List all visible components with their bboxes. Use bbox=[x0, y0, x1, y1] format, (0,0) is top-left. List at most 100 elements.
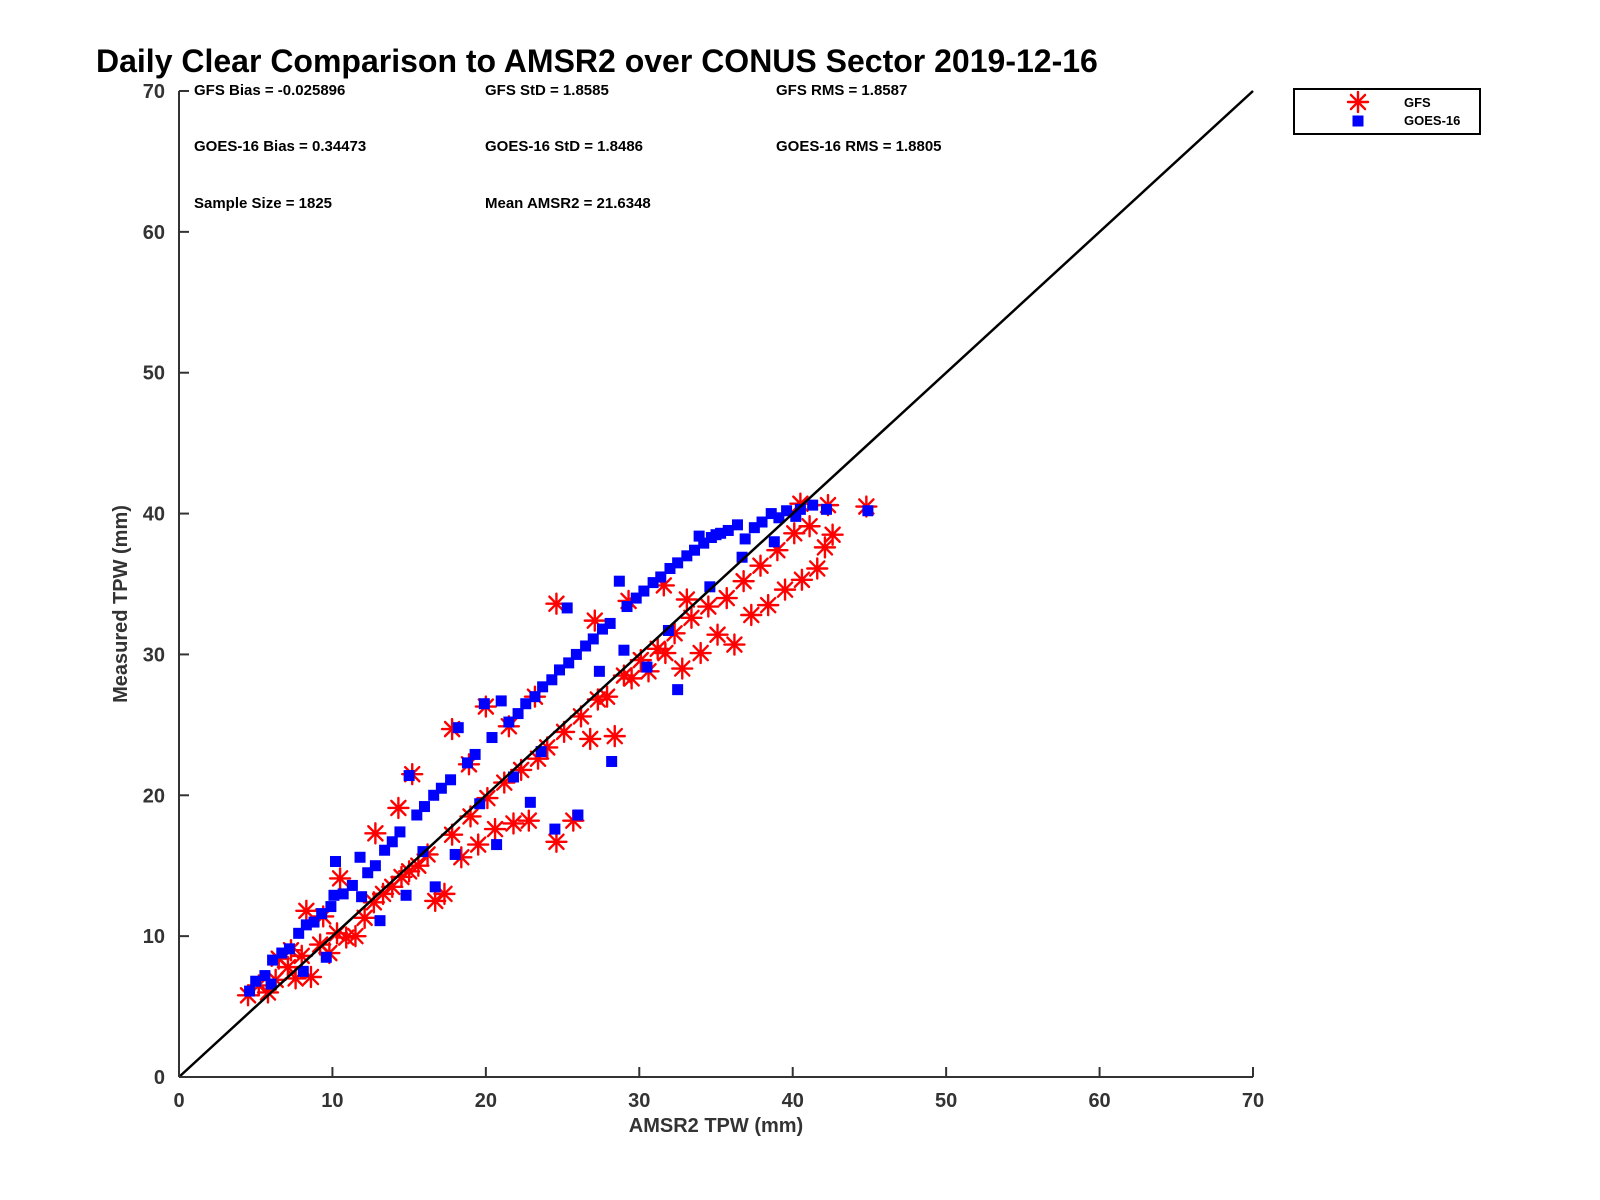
goes16-point bbox=[503, 716, 515, 728]
gfs-point bbox=[680, 606, 703, 630]
goes16-point bbox=[689, 544, 701, 556]
goes16-point bbox=[411, 809, 423, 821]
goes16-point bbox=[630, 592, 642, 604]
x-axis-ticks: 0 10 20 30 40 50 60 70 bbox=[173, 1067, 1264, 1112]
goes16-point bbox=[820, 503, 832, 515]
gfs-point bbox=[620, 667, 643, 690]
goes16-point bbox=[693, 530, 705, 542]
legend-gfs-asterisk bbox=[1346, 90, 1370, 114]
y-axis-ticks: 0 10 20 30 40 50 60 70 bbox=[143, 81, 189, 1089]
goes16-point bbox=[613, 575, 625, 587]
goes16-point bbox=[346, 879, 358, 891]
goes16-point bbox=[790, 510, 802, 522]
goes16-point bbox=[486, 732, 498, 744]
goes16-point bbox=[265, 978, 277, 990]
gfs-rms-stat: GFS RMS = 1.8587 bbox=[776, 82, 907, 99]
goes16-point bbox=[374, 915, 386, 927]
goes16-point bbox=[362, 867, 374, 879]
goes16-point bbox=[507, 771, 519, 783]
goes16-point bbox=[495, 695, 507, 707]
goes16-point bbox=[469, 748, 481, 760]
goes16-point bbox=[731, 519, 743, 531]
gfs-point bbox=[798, 515, 821, 538]
goes16-point bbox=[606, 755, 618, 767]
x-axis-title: AMSR2 TPW (mm) bbox=[629, 1115, 803, 1137]
goes16-point bbox=[549, 823, 561, 835]
goes16-point bbox=[293, 927, 305, 939]
gfs-point bbox=[353, 906, 376, 930]
goes16-point bbox=[267, 954, 279, 966]
x-tick-label: 60 bbox=[1088, 1090, 1110, 1112]
goes16-point bbox=[647, 577, 659, 589]
goes16-point bbox=[664, 563, 676, 575]
x-tick-label: 30 bbox=[628, 1090, 650, 1112]
x-tick-label: 40 bbox=[782, 1090, 804, 1112]
goes16-point bbox=[638, 585, 650, 597]
goes16-point bbox=[773, 512, 785, 524]
goes16-point bbox=[283, 943, 295, 955]
goes16-point bbox=[563, 657, 575, 669]
legend-gfs-marker bbox=[1346, 90, 1370, 114]
goes16-point bbox=[768, 536, 780, 548]
goes16-point bbox=[662, 624, 674, 636]
goes16-point bbox=[765, 508, 777, 520]
goes16-point bbox=[325, 901, 337, 913]
goes16-point bbox=[259, 970, 271, 982]
stats-block: GFS Bias = -0.025896 GFS StD = 1.8585 GF… bbox=[194, 82, 942, 212]
gfs-point bbox=[545, 830, 568, 853]
goes16-point bbox=[529, 691, 541, 703]
goes16-point bbox=[354, 851, 366, 863]
goes16-point bbox=[655, 571, 667, 583]
goes16-point bbox=[672, 557, 684, 569]
legend-gfs-label: GFS bbox=[1404, 95, 1431, 110]
goes16-point bbox=[512, 708, 524, 720]
goes16-point bbox=[672, 684, 684, 696]
plot-area bbox=[178, 90, 1254, 1078]
one-to-one-reference-line bbox=[178, 90, 1254, 1078]
goes16-point bbox=[394, 826, 406, 838]
goes16-point bbox=[320, 951, 332, 963]
y-axis-title: Measured TPW (mm) bbox=[110, 505, 132, 703]
gfs-point bbox=[790, 568, 814, 591]
mean-amsr2-stat: Mean AMSR2 = 21.6348 bbox=[485, 195, 651, 212]
goes16-point bbox=[524, 796, 536, 808]
gfs-point bbox=[675, 588, 699, 611]
gfs-point bbox=[715, 586, 738, 610]
x-tick-label: 10 bbox=[321, 1090, 343, 1112]
gfs-point bbox=[483, 817, 507, 841]
goes16-point bbox=[379, 844, 391, 856]
goes16-point bbox=[618, 644, 630, 656]
chart-title: Daily Clear Comparison to AMSR2 over CON… bbox=[96, 43, 1098, 79]
gfs-point bbox=[364, 822, 387, 845]
goes16-point bbox=[756, 516, 768, 528]
gfs-point bbox=[295, 899, 318, 922]
goes16-point bbox=[276, 947, 288, 959]
goes16-point bbox=[554, 664, 566, 676]
gfs-point bbox=[578, 727, 602, 751]
goes16-point bbox=[587, 633, 599, 645]
gfs-std-stat: GFS StD = 1.8585 bbox=[485, 82, 609, 99]
gfs-point bbox=[740, 603, 763, 627]
gfs-point bbox=[821, 523, 844, 546]
goes16-point bbox=[535, 746, 547, 758]
goes16-point bbox=[244, 985, 256, 997]
goes16-point bbox=[316, 908, 328, 920]
goes16-point bbox=[308, 916, 320, 928]
goes16-point bbox=[722, 524, 734, 536]
legend-goes16-marker bbox=[1352, 115, 1364, 127]
goes16-point bbox=[297, 965, 309, 977]
gfs-point bbox=[595, 685, 619, 708]
x-tick-label: 0 bbox=[173, 1090, 184, 1112]
legend-goes16-square bbox=[1352, 115, 1364, 127]
goes16-point bbox=[641, 661, 653, 673]
goes16-point bbox=[356, 891, 368, 903]
gfs-bias-stat: GFS Bias = -0.025896 bbox=[194, 82, 345, 99]
goes16-point bbox=[546, 674, 558, 686]
gfs-point bbox=[344, 924, 367, 948]
gfs-point bbox=[689, 641, 712, 665]
goes16-point bbox=[704, 581, 716, 593]
gfs-point bbox=[732, 569, 755, 593]
goes16-point bbox=[491, 839, 503, 851]
y-tick-label: 40 bbox=[143, 504, 165, 526]
goes16-point bbox=[337, 888, 349, 900]
